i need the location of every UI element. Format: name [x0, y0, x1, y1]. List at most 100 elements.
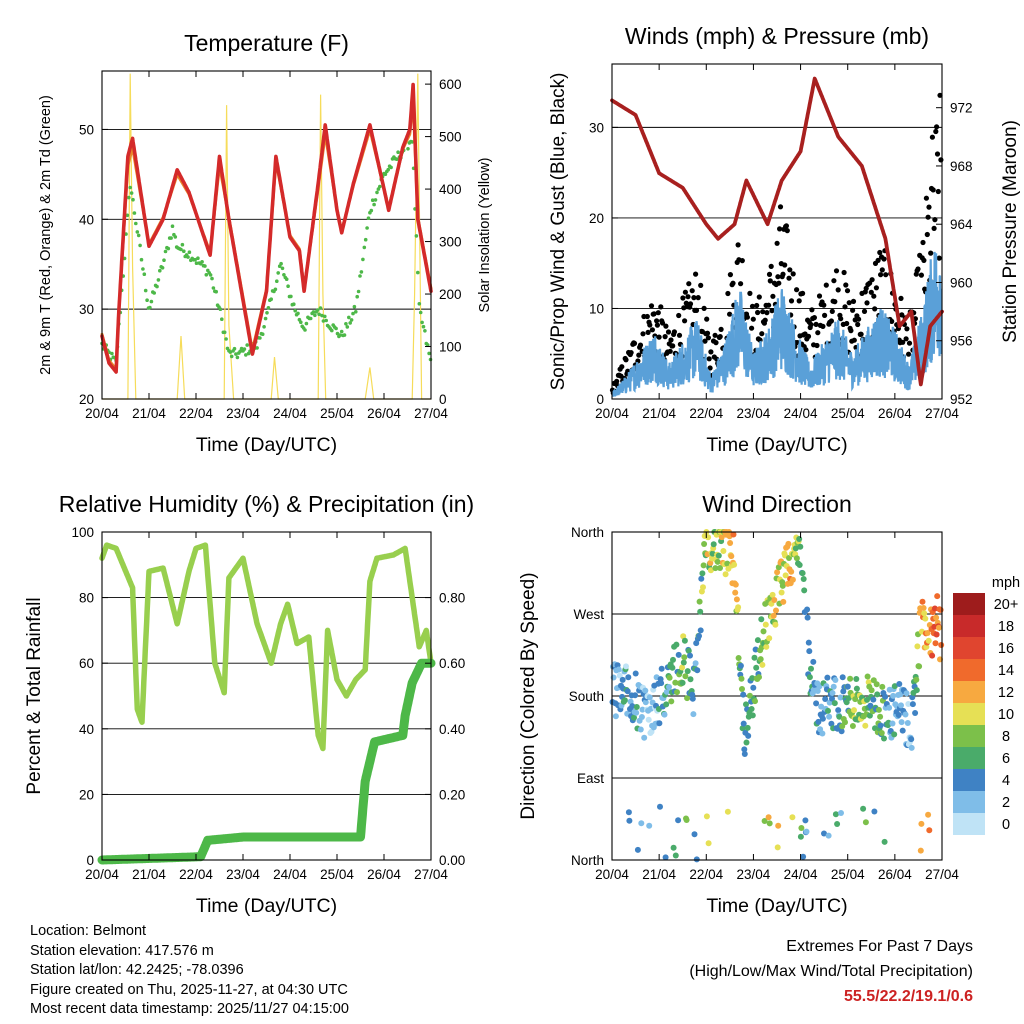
direction-series — [609, 529, 945, 863]
dewpoint-point — [356, 289, 361, 294]
direction-point — [658, 680, 665, 687]
direction-point — [803, 828, 810, 835]
direction-point — [896, 681, 903, 687]
humidity-ytick2-label: 0.80 — [439, 591, 465, 606]
gust-point — [808, 322, 814, 328]
gust-point — [930, 187, 936, 193]
gust-point — [923, 195, 930, 201]
gust-point — [725, 290, 731, 297]
direction-point — [798, 825, 805, 831]
dewpoint-point — [370, 198, 375, 202]
direction-point — [722, 571, 729, 578]
gust-point — [828, 318, 835, 324]
colorbar-label: 12 — [998, 685, 1014, 701]
gust-point — [832, 299, 838, 305]
direction-point — [625, 809, 632, 816]
direction-point — [765, 814, 772, 821]
direction-point — [683, 817, 690, 823]
gust-point — [877, 249, 883, 256]
direction-point — [694, 667, 701, 674]
dewpoint-point — [373, 198, 378, 202]
temperature-xtick-label: 23/04 — [226, 406, 260, 421]
dewpoint-point — [275, 279, 279, 284]
dewpoint-point — [418, 310, 423, 315]
direction-point — [657, 803, 663, 810]
winds-xtick-label: 20/04 — [595, 406, 629, 421]
gust-point — [760, 309, 766, 315]
colorbar-swatch — [953, 615, 985, 637]
gust-point — [878, 272, 884, 278]
direction-point — [834, 821, 841, 827]
direction-point — [740, 720, 747, 727]
gust-point — [848, 328, 854, 334]
gust-point — [730, 280, 736, 286]
direction-point — [616, 672, 623, 679]
gust-point — [838, 316, 844, 322]
direction-point — [668, 698, 675, 705]
gust-point — [936, 255, 942, 261]
dewpoint-point — [158, 268, 162, 273]
gust-point — [786, 275, 792, 281]
winds-frame — [611, 63, 943, 400]
gust-point — [637, 342, 644, 348]
gust-point — [702, 338, 708, 344]
gust-point — [628, 350, 634, 356]
humidity-ytick-label: 80 — [79, 591, 94, 606]
gust-point — [651, 311, 657, 317]
direction-point — [697, 608, 704, 615]
direction-point — [853, 676, 860, 682]
dewpoint-point — [303, 328, 307, 332]
gust-point — [889, 318, 895, 324]
gust-point — [790, 271, 796, 277]
direction-point — [779, 582, 786, 589]
direction-point — [837, 694, 844, 701]
dewpoint-point — [244, 353, 248, 357]
direction-point — [641, 734, 648, 741]
direction-point — [634, 846, 641, 853]
gust-point — [777, 204, 784, 210]
direction-point — [873, 681, 880, 688]
temperature-ytick2-label: 300 — [439, 235, 462, 250]
gust-point — [931, 225, 937, 231]
colorbar-swatch — [953, 725, 985, 747]
colorbar-swatch — [953, 769, 985, 791]
direction-point — [897, 691, 904, 698]
wind_direction-xtick-label: 22/04 — [689, 867, 723, 882]
gust-point — [682, 289, 689, 295]
gust-point — [739, 258, 745, 264]
gust-point — [921, 257, 927, 263]
direction-point — [645, 716, 652, 723]
dewpoint-point — [410, 140, 415, 144]
dewpoint-point — [330, 328, 334, 333]
gust-point — [899, 312, 905, 318]
gust-point — [680, 295, 686, 301]
gust-point — [687, 301, 694, 307]
direction-point — [715, 552, 722, 559]
colorbar-swatch — [953, 593, 985, 615]
direction-point — [698, 575, 705, 582]
direction-point — [638, 714, 645, 720]
gust-point — [670, 343, 676, 349]
direction-point — [760, 628, 767, 635]
direction-point — [687, 652, 693, 659]
gust-point — [667, 348, 673, 354]
direction-point — [825, 707, 831, 714]
gust-point — [769, 308, 775, 314]
gust-point — [861, 308, 868, 314]
winds-xtick-label: 23/04 — [737, 406, 771, 421]
dewpoint-point — [308, 316, 313, 321]
dewpoint-point — [421, 324, 426, 329]
gust-point — [904, 326, 910, 332]
direction-point — [730, 531, 737, 538]
gust-point — [831, 278, 837, 284]
direction-point — [735, 604, 742, 611]
direction-point — [615, 666, 622, 673]
gust-point — [755, 309, 761, 316]
gust-point — [655, 310, 661, 316]
winds-ytick2-label: 968 — [950, 159, 973, 174]
direction-point — [724, 560, 731, 567]
gust-point — [656, 334, 662, 340]
gust-point — [764, 310, 770, 316]
temperature-ytick-label: 40 — [79, 212, 94, 227]
direction-point — [738, 675, 745, 682]
